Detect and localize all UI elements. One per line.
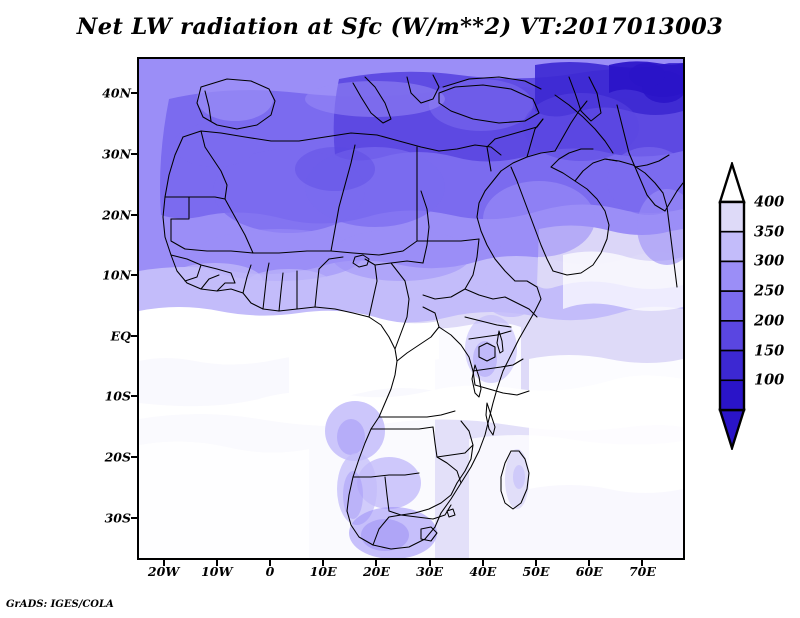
longitude-axis: 20W 10W 0 10E 20E 30E 40E 50E 60E 70E bbox=[137, 562, 685, 584]
lon-tick-label: 70E bbox=[628, 564, 656, 579]
colorbar-tick-label: 200 bbox=[754, 312, 785, 330]
lon-tick-mark bbox=[588, 560, 591, 566]
lat-tick-mark bbox=[131, 213, 137, 216]
lon-tick-mark bbox=[215, 560, 218, 566]
lat-tick-mark bbox=[131, 92, 137, 95]
latitude-axis: 40N 30N 20N 10N EQ 10S 20S 30S bbox=[85, 57, 131, 560]
lon-tick-mark bbox=[641, 560, 644, 566]
colorbar-swatches bbox=[718, 162, 746, 450]
map-plot-area bbox=[137, 57, 685, 560]
lon-tick-mark bbox=[375, 560, 378, 566]
colorbar-band bbox=[719, 230, 745, 263]
colorbar-band bbox=[719, 349, 745, 382]
lat-tick-label: 20N bbox=[102, 207, 131, 223]
colorbar: 400 350 300 250 200 150 100 bbox=[714, 162, 800, 450]
lat-tick-mark bbox=[131, 334, 137, 337]
colorbar-tick-label: 150 bbox=[754, 342, 785, 360]
lon-tick-label: 10W bbox=[201, 564, 233, 579]
colorbar-tick-label: 100 bbox=[754, 371, 785, 389]
lon-tick-label: 30E bbox=[416, 564, 444, 579]
lat-tick-mark bbox=[131, 274, 137, 277]
coastline-layer bbox=[162, 74, 683, 550]
lat-tick-label: 40N bbox=[102, 85, 131, 101]
footer-credit: GrADS: IGES/COLA bbox=[6, 599, 114, 610]
lat-tick-mark bbox=[131, 152, 137, 155]
colorbar-band bbox=[719, 320, 745, 352]
colorbar-tick-label: 250 bbox=[754, 282, 785, 300]
lon-tick-label: 10E bbox=[309, 564, 337, 579]
lon-tick-label: 50E bbox=[522, 564, 550, 579]
lat-tick-label: 20S bbox=[104, 449, 131, 465]
colorbar-tick-label: 400 bbox=[754, 193, 785, 211]
page-title: Net LW radiation at Sfc (W/m**2) VT:2017… bbox=[76, 14, 724, 40]
colorbar-tick-label: 300 bbox=[754, 252, 785, 270]
lat-tick-mark bbox=[131, 516, 137, 519]
lat-tick-mark bbox=[131, 455, 137, 458]
lat-tick-label: EQ bbox=[110, 328, 131, 344]
colorbar-band bbox=[719, 201, 745, 233]
lat-tick-label: 10N bbox=[102, 267, 131, 283]
lon-tick-label: 0 bbox=[265, 564, 275, 579]
radiation-map bbox=[139, 59, 683, 558]
colorbar-band bbox=[719, 290, 745, 322]
lat-tick-mark bbox=[131, 395, 137, 398]
lon-tick-mark bbox=[269, 560, 271, 566]
lon-tick-label: 20E bbox=[362, 564, 390, 579]
lon-tick-mark bbox=[162, 560, 165, 566]
colorbar-tick-label: 350 bbox=[754, 223, 785, 241]
lon-tick-mark bbox=[428, 560, 431, 566]
lon-tick-label: 40E bbox=[469, 564, 497, 579]
lon-tick-label: 20W bbox=[147, 564, 180, 579]
lat-tick-label: 30N bbox=[102, 146, 131, 162]
lon-tick-mark bbox=[481, 560, 484, 566]
lon-tick-label: 60E bbox=[575, 564, 603, 579]
lon-tick-mark bbox=[535, 560, 538, 566]
colorbar-band bbox=[719, 379, 745, 411]
lon-tick-mark bbox=[322, 560, 325, 566]
lat-tick-label: 30S bbox=[104, 510, 131, 526]
colorbar-band bbox=[719, 260, 745, 292]
lat-tick-label: 10S bbox=[104, 388, 131, 404]
